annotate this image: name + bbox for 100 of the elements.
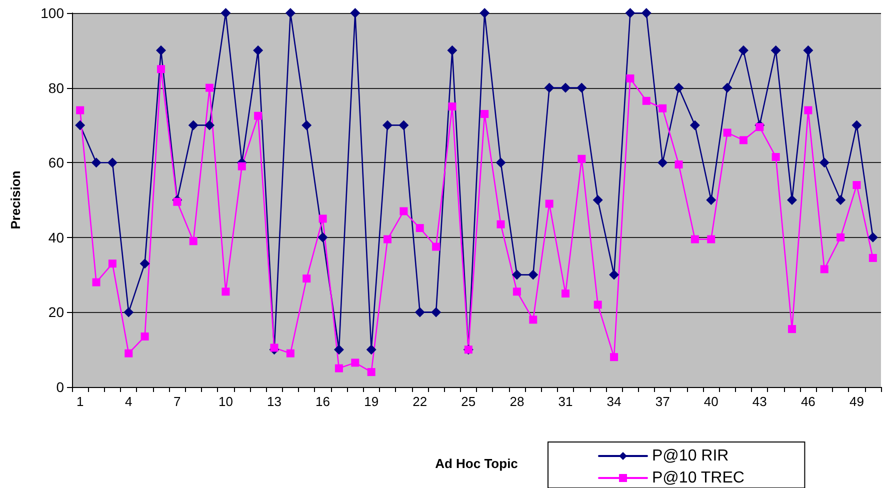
point — [351, 358, 360, 367]
point — [836, 195, 846, 205]
x-tick-label: 37 — [655, 394, 670, 409]
point — [189, 237, 198, 246]
x-tick-label: 49 — [849, 394, 864, 409]
point — [384, 235, 392, 244]
point — [626, 74, 634, 82]
x-tick-label: 7 — [174, 394, 181, 409]
point — [480, 8, 490, 18]
point — [658, 104, 667, 112]
point — [286, 349, 294, 358]
legend-label: P@10 TREC — [652, 470, 744, 486]
y-tick-label: 100 — [40, 5, 64, 21]
point — [496, 158, 506, 168]
x-tick-label: 1 — [76, 394, 84, 409]
point — [318, 214, 327, 223]
x-tick-label: 43 — [752, 394, 767, 409]
x-tick-label: 22 — [412, 394, 428, 409]
point — [674, 82, 684, 93]
point — [642, 96, 650, 105]
legend-label: P@10 RIR — [652, 448, 729, 464]
point — [674, 160, 683, 168]
point — [820, 265, 828, 274]
x-tick-label: 16 — [316, 394, 330, 409]
point — [544, 82, 554, 93]
point — [91, 158, 102, 168]
point — [819, 158, 830, 168]
point — [253, 45, 264, 56]
point — [739, 136, 748, 144]
point — [222, 288, 230, 296]
x-tick-label: 25 — [461, 394, 476, 409]
point — [204, 120, 215, 130]
y-tick-label: 40 — [48, 229, 64, 246]
point — [431, 307, 442, 318]
point — [366, 344, 376, 355]
point — [625, 8, 636, 18]
point — [350, 8, 360, 18]
y-tick-label: 60 — [48, 154, 64, 171]
point — [400, 207, 408, 216]
point — [868, 254, 877, 262]
point — [707, 235, 716, 244]
point — [238, 162, 246, 170]
point — [561, 290, 570, 298]
point — [432, 242, 440, 251]
point — [560, 82, 570, 93]
point — [529, 316, 538, 324]
point — [302, 274, 311, 283]
point — [254, 112, 262, 120]
x-axis-title: Ad Hoc Topic — [435, 456, 518, 471]
point — [188, 120, 198, 130]
point — [496, 220, 505, 228]
x-tick-label: 46 — [800, 394, 816, 409]
point — [836, 233, 845, 242]
point — [270, 344, 278, 352]
point — [756, 123, 764, 132]
point — [787, 195, 798, 205]
point — [285, 8, 296, 18]
point — [852, 181, 861, 190]
x-tick-label: 19 — [364, 394, 379, 409]
y-axis-title: Precision — [8, 170, 23, 230]
point — [173, 198, 182, 206]
point — [512, 288, 521, 296]
point — [803, 45, 814, 56]
point — [480, 110, 489, 118]
point — [641, 8, 652, 18]
point — [318, 232, 328, 242]
point — [578, 154, 586, 163]
point — [156, 65, 165, 74]
point — [788, 325, 796, 334]
point — [723, 128, 732, 137]
x-tick-label: 31 — [558, 394, 573, 409]
point — [416, 224, 424, 232]
point — [706, 195, 716, 205]
point — [722, 82, 732, 93]
point — [512, 270, 522, 280]
point — [609, 270, 620, 280]
point — [447, 45, 458, 56]
x-tick-label: 34 — [606, 394, 622, 409]
point — [594, 300, 602, 309]
point — [770, 45, 781, 56]
y-tick-label: 20 — [48, 304, 64, 320]
point — [140, 258, 150, 269]
point — [868, 232, 878, 242]
x-tick-label: 28 — [510, 394, 524, 409]
y-tick-label: 0 — [56, 379, 64, 395]
point — [124, 349, 133, 358]
y-tick-label: 80 — [48, 80, 64, 96]
point — [302, 120, 312, 130]
point — [398, 120, 409, 130]
point — [610, 353, 618, 362]
point — [108, 260, 116, 268]
x-tick-label: 4 — [125, 394, 132, 409]
point — [156, 45, 166, 56]
point — [545, 200, 554, 208]
point — [334, 364, 343, 372]
point — [140, 332, 149, 341]
point — [124, 307, 134, 318]
point — [92, 278, 100, 286]
point — [658, 158, 668, 168]
point — [206, 84, 214, 92]
